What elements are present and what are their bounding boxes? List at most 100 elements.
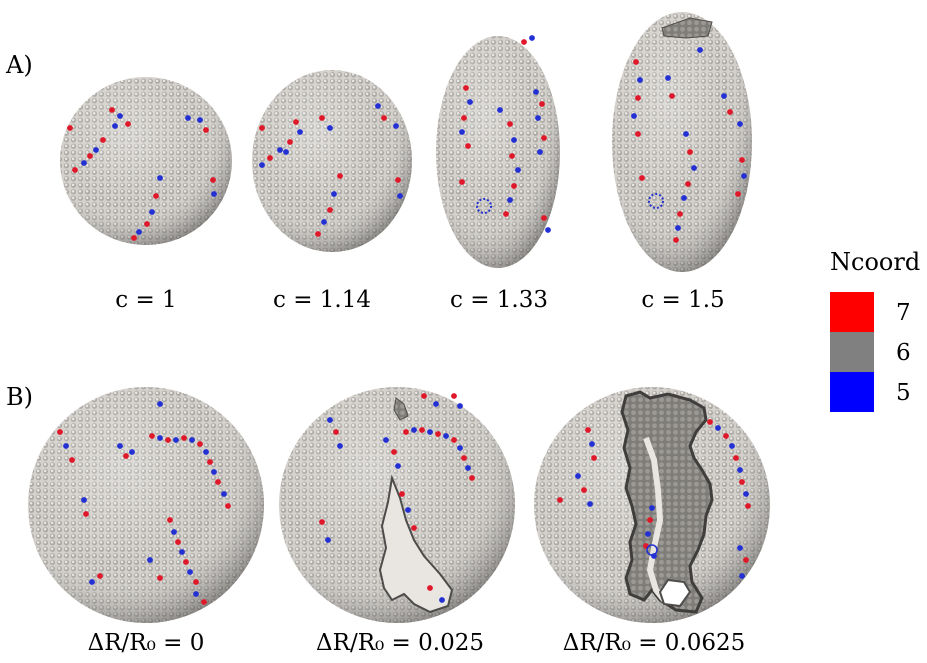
defect-5-dot bbox=[117, 443, 123, 449]
defect-7-dot bbox=[421, 393, 427, 399]
defect-5-dot bbox=[691, 165, 697, 171]
defect-5-dot bbox=[89, 579, 95, 585]
defect-7-dot bbox=[319, 115, 325, 121]
defect-chain bbox=[459, 35, 551, 233]
defect-5-dot bbox=[411, 427, 417, 433]
defect-5-dot bbox=[715, 425, 721, 431]
defect-5-dot bbox=[375, 103, 381, 109]
defect-ring bbox=[646, 544, 658, 556]
legend-swatch-7 bbox=[830, 292, 874, 332]
defect-7-dot bbox=[157, 575, 163, 581]
defect-7-dot bbox=[727, 109, 733, 115]
crack-region bbox=[393, 397, 409, 421]
defect-5-dot bbox=[397, 193, 403, 199]
defect-5-dot bbox=[467, 99, 473, 105]
defect-5-dot bbox=[395, 463, 401, 469]
defect-5-dot bbox=[737, 467, 743, 473]
defect-5-dot bbox=[405, 507, 411, 513]
defect-5-dot bbox=[179, 549, 185, 555]
defect-5-dot bbox=[171, 529, 177, 535]
defect-5-dot bbox=[81, 160, 87, 166]
panel-a-ellipsoid-2 bbox=[252, 70, 412, 252]
caption-a-3: c = 1.33 bbox=[450, 287, 548, 313]
defect-7-dot bbox=[539, 101, 545, 107]
defect-7-dot bbox=[461, 455, 467, 461]
defect-7-dot bbox=[399, 491, 405, 497]
crack-region bbox=[661, 17, 713, 39]
defect-7-dot bbox=[391, 449, 397, 455]
panel-a-ellipsoid-3 bbox=[436, 35, 560, 268]
defect-7-dot bbox=[267, 155, 273, 161]
defect-7-dot bbox=[259, 125, 265, 131]
defect-7-dot bbox=[411, 525, 417, 531]
defect-7-dot bbox=[557, 497, 563, 503]
defect-7-dot bbox=[511, 183, 517, 189]
defect-5-dot bbox=[683, 131, 689, 137]
defect-5-dot bbox=[587, 501, 593, 507]
defect-7-dot bbox=[591, 455, 597, 461]
defect-7-dot bbox=[509, 153, 515, 159]
defect-ring bbox=[476, 198, 492, 214]
defect-7-dot bbox=[459, 179, 465, 185]
defect-7-dot bbox=[507, 121, 513, 127]
defect-7-dot bbox=[144, 221, 150, 227]
defect-7-dot bbox=[167, 517, 173, 523]
defect-7-dot bbox=[197, 441, 203, 447]
panel-b-sphere-3 bbox=[534, 387, 770, 623]
defect-5-dot bbox=[157, 175, 163, 181]
defect-5-dot bbox=[157, 435, 163, 441]
defect-5-dot bbox=[459, 129, 465, 135]
defect-7-dot bbox=[707, 419, 713, 425]
defect-7-dot bbox=[687, 149, 693, 155]
defect-7-dot bbox=[395, 177, 401, 183]
defect-7-dot bbox=[201, 599, 207, 605]
defect-7-dot bbox=[733, 455, 739, 461]
defect-5-dot bbox=[737, 121, 743, 127]
defect-7-dot bbox=[181, 435, 187, 441]
defect-5-dot bbox=[117, 113, 123, 119]
defect-7-dot bbox=[225, 503, 231, 509]
defect-5-dot bbox=[173, 437, 179, 443]
defect-7-dot bbox=[293, 119, 299, 125]
defect-5-dot bbox=[645, 531, 651, 537]
defect-chain bbox=[57, 401, 231, 605]
defect-5-dot bbox=[697, 47, 703, 53]
defect-5-dot bbox=[325, 537, 331, 543]
defect-5-dot bbox=[637, 77, 643, 83]
defect-7-dot bbox=[183, 559, 189, 565]
defect-7-dot bbox=[427, 585, 433, 591]
defect-5-dot bbox=[197, 117, 203, 123]
defect-7-dot bbox=[633, 59, 639, 65]
defect-5-dot bbox=[535, 115, 541, 121]
defect-7-dot bbox=[735, 191, 741, 197]
defect-7-dot bbox=[541, 135, 547, 141]
defect-7-dot bbox=[287, 139, 293, 145]
defect-5-dot bbox=[112, 123, 118, 129]
defect-chain bbox=[557, 419, 751, 579]
defect-7-dot bbox=[581, 487, 587, 493]
defect-5-dot bbox=[743, 491, 749, 497]
defect-chain bbox=[259, 103, 403, 237]
defect-5-dot bbox=[537, 149, 543, 155]
defect-5-dot bbox=[529, 35, 535, 41]
defect-7-dot bbox=[109, 107, 115, 113]
defect-5-dot bbox=[427, 429, 433, 435]
defect-5-dot bbox=[507, 197, 513, 203]
defect-7-dot bbox=[451, 393, 457, 399]
caption-b-2: ΔR/R₀ = 0.025 bbox=[316, 630, 484, 656]
crack-region bbox=[620, 390, 714, 614]
defect-5-dot bbox=[681, 195, 687, 201]
defect-5-dot bbox=[739, 573, 745, 579]
defect-7-dot bbox=[469, 475, 475, 481]
defect-5-dot bbox=[129, 449, 135, 455]
defect-7-dot bbox=[319, 519, 325, 525]
defect-5-dot bbox=[439, 597, 445, 603]
defect-7-dot bbox=[153, 193, 159, 199]
defect-7-dot bbox=[149, 433, 155, 439]
defect-5-dot bbox=[497, 107, 503, 113]
defect-5-dot bbox=[297, 129, 303, 135]
defect-5-dot bbox=[465, 465, 471, 471]
defect-7-dot bbox=[677, 211, 683, 217]
defect-7-dot bbox=[72, 167, 78, 173]
defect-7-dot bbox=[403, 429, 409, 435]
